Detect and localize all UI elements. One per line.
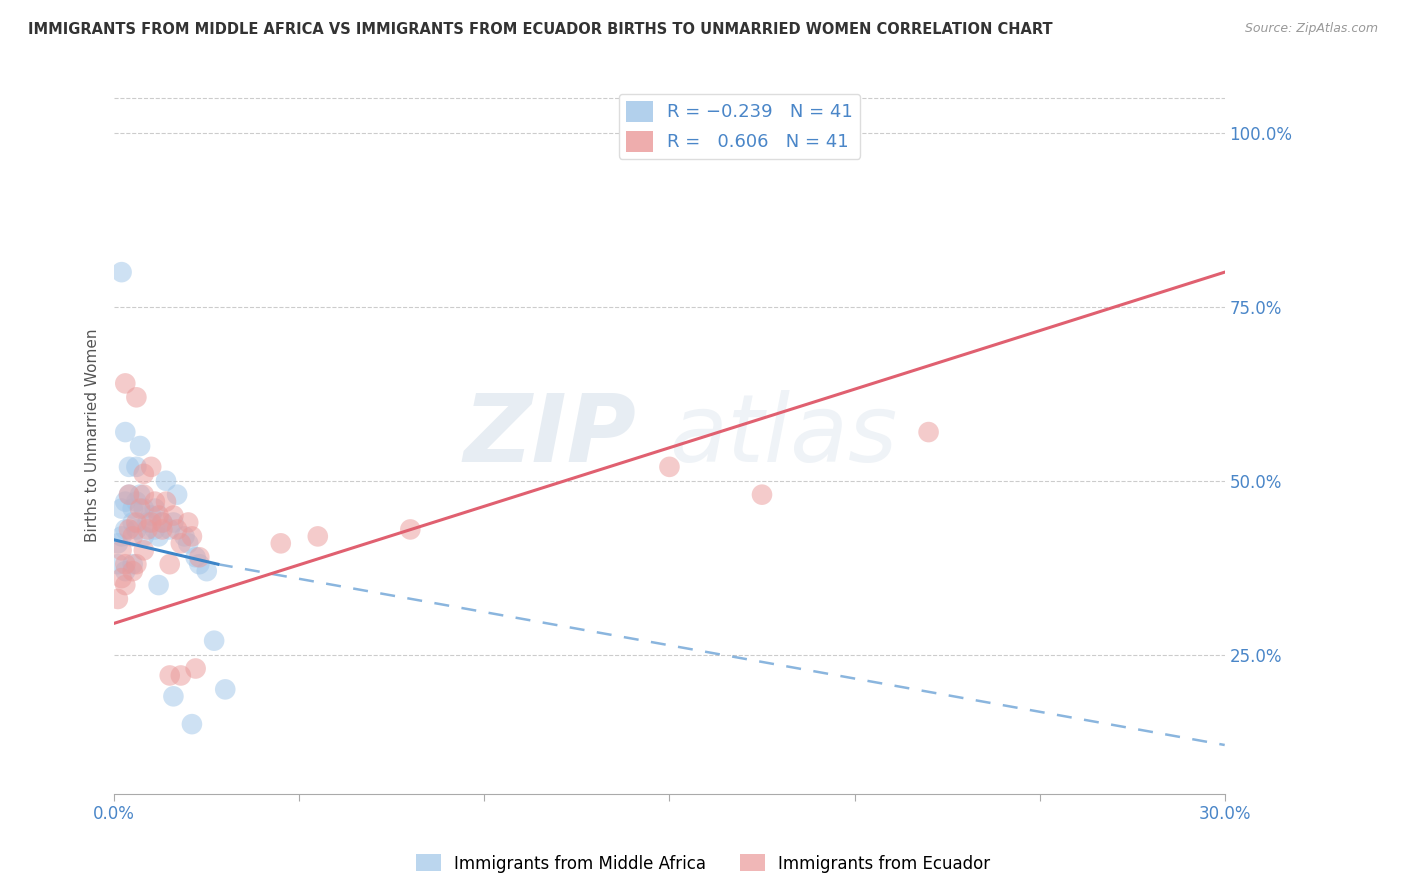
Point xyxy=(155,474,177,488)
Point xyxy=(141,508,163,523)
Point xyxy=(181,717,204,731)
Point xyxy=(125,516,148,530)
Point xyxy=(132,467,155,481)
Point xyxy=(125,459,148,474)
Point xyxy=(129,439,152,453)
Point xyxy=(118,523,141,537)
Point xyxy=(173,529,195,543)
Point xyxy=(107,558,129,572)
Point xyxy=(155,494,177,508)
Point xyxy=(148,578,170,592)
Point xyxy=(136,516,159,530)
Point xyxy=(177,536,200,550)
Point xyxy=(132,543,155,558)
Point xyxy=(118,488,141,502)
Point xyxy=(110,265,132,279)
Point xyxy=(170,536,193,550)
Point xyxy=(148,529,170,543)
Point xyxy=(166,523,188,537)
Y-axis label: Births to Unmarried Women: Births to Unmarried Women xyxy=(86,329,100,542)
Text: ZIP: ZIP xyxy=(463,390,636,482)
Point xyxy=(150,516,173,530)
Point xyxy=(110,529,132,543)
Point xyxy=(307,529,329,543)
Point xyxy=(114,523,136,537)
Point xyxy=(110,501,132,516)
Point xyxy=(114,558,136,572)
Point xyxy=(125,390,148,404)
Point xyxy=(177,516,200,530)
Point xyxy=(125,494,148,508)
Point xyxy=(214,682,236,697)
Point xyxy=(143,494,166,508)
Point xyxy=(107,536,129,550)
Point xyxy=(162,508,184,523)
Point xyxy=(159,558,181,572)
Point xyxy=(159,668,181,682)
Point xyxy=(399,523,422,537)
Point xyxy=(162,690,184,704)
Point xyxy=(917,425,939,439)
Point xyxy=(202,633,225,648)
Point xyxy=(150,516,173,530)
Point xyxy=(751,488,773,502)
Point xyxy=(195,564,218,578)
Point xyxy=(188,558,211,572)
Point xyxy=(132,529,155,543)
Point xyxy=(188,550,211,565)
Point xyxy=(141,516,163,530)
Point xyxy=(170,668,193,682)
Point xyxy=(136,523,159,537)
Point xyxy=(110,543,132,558)
Point xyxy=(132,501,155,516)
Point xyxy=(118,488,141,502)
Point xyxy=(125,558,148,572)
Legend: R = −0.239   N = 41, R =   0.606   N = 41: R = −0.239 N = 41, R = 0.606 N = 41 xyxy=(619,94,860,159)
Point xyxy=(121,558,143,572)
Point xyxy=(184,661,207,675)
Text: Source: ZipAtlas.com: Source: ZipAtlas.com xyxy=(1244,22,1378,36)
Point xyxy=(129,501,152,516)
Point xyxy=(159,523,181,537)
Point xyxy=(162,516,184,530)
Legend: Immigrants from Middle Africa, Immigrants from Ecuador: Immigrants from Middle Africa, Immigrant… xyxy=(409,847,997,880)
Point xyxy=(148,508,170,523)
Point xyxy=(143,523,166,537)
Point xyxy=(114,376,136,391)
Point xyxy=(121,564,143,578)
Text: IMMIGRANTS FROM MIDDLE AFRICA VS IMMIGRANTS FROM ECUADOR BIRTHS TO UNMARRIED WOM: IMMIGRANTS FROM MIDDLE AFRICA VS IMMIGRA… xyxy=(28,22,1053,37)
Point xyxy=(129,488,152,502)
Point xyxy=(110,571,132,585)
Point xyxy=(107,591,129,606)
Point xyxy=(270,536,292,550)
Point xyxy=(114,494,136,508)
Point xyxy=(150,523,173,537)
Point xyxy=(143,501,166,516)
Point xyxy=(125,523,148,537)
Point xyxy=(181,529,204,543)
Point xyxy=(121,516,143,530)
Point xyxy=(121,501,143,516)
Point xyxy=(166,488,188,502)
Point xyxy=(114,564,136,578)
Point xyxy=(114,578,136,592)
Text: atlas: atlas xyxy=(669,390,897,481)
Point xyxy=(184,550,207,565)
Point xyxy=(114,425,136,439)
Point xyxy=(132,488,155,502)
Point xyxy=(141,459,163,474)
Point xyxy=(118,459,141,474)
Point xyxy=(658,459,681,474)
Point xyxy=(121,529,143,543)
